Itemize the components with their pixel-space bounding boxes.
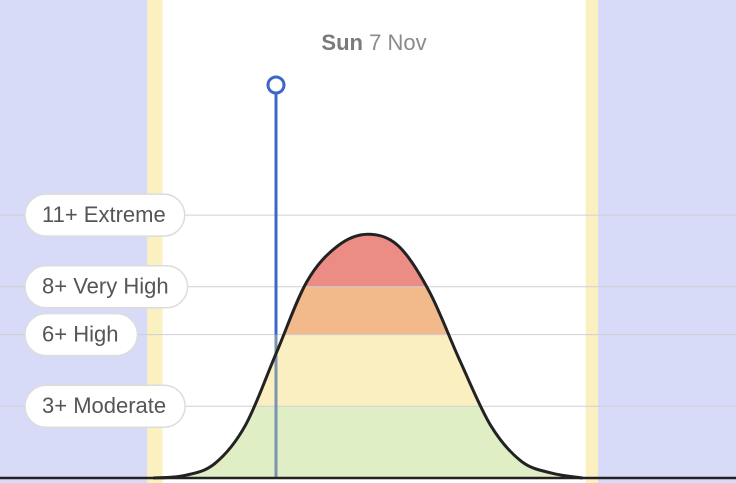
level-label: 3+ Moderate bbox=[42, 393, 166, 418]
level-pill bbox=[24, 265, 189, 309]
weekday: Sun bbox=[321, 30, 363, 55]
level-label: 6+ High bbox=[42, 321, 118, 346]
level-label: 8+ Very High bbox=[42, 274, 169, 299]
date: 7 Nov bbox=[369, 30, 426, 55]
time-handle bbox=[266, 75, 286, 95]
date-title: Sun 7 Nov bbox=[321, 30, 426, 55]
level-pill bbox=[24, 312, 139, 357]
level-label: 11+ Extreme bbox=[42, 202, 166, 227]
level-pill bbox=[24, 384, 186, 429]
level-pill bbox=[24, 193, 186, 237]
uv-curve bbox=[153, 232, 583, 480]
